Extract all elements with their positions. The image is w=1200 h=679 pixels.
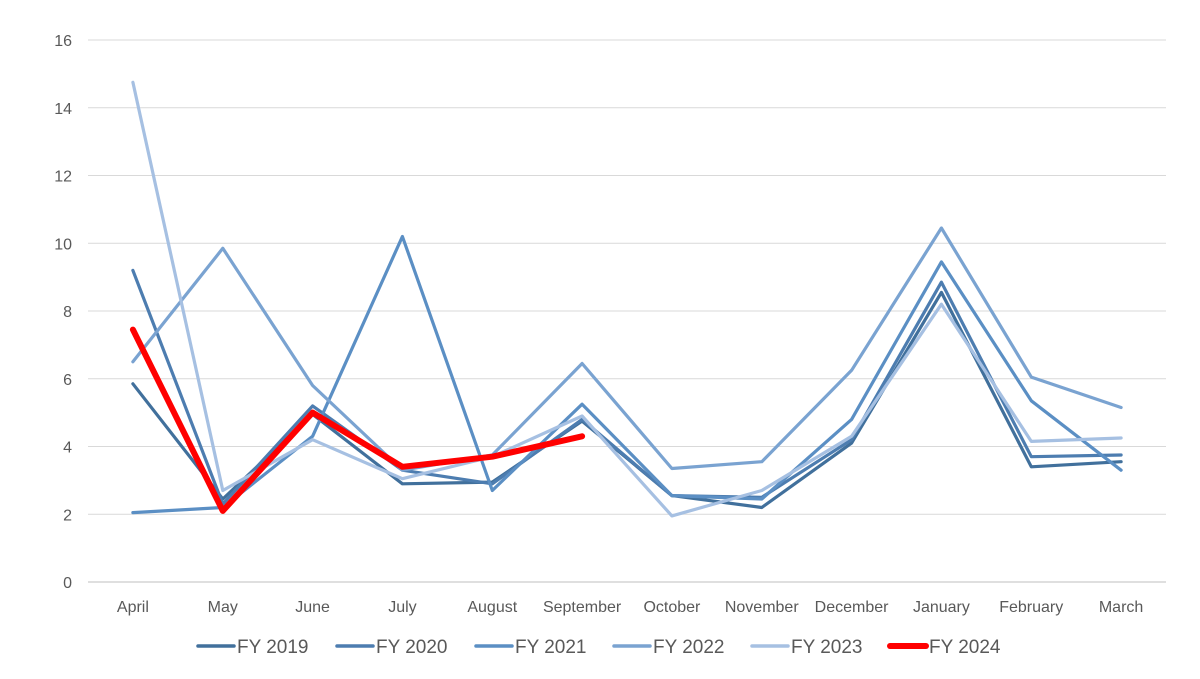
x-tick-label: June [295,599,330,616]
y-tick-label: 6 [63,372,72,389]
y-tick-label: 4 [63,440,72,457]
x-tick-label: March [1099,599,1143,616]
legend-label: FY 2021 [515,637,586,658]
y-tick-label: 10 [54,236,72,253]
legend-label: FY 2023 [791,637,862,658]
x-tick-label: December [815,599,889,616]
gridlines [88,39,1166,583]
x-tick-label: January [913,599,970,616]
series-lines [129,80,1123,518]
x-tick-label: October [643,599,701,616]
series-line-fy-2023 [131,80,1123,518]
x-tick-label: July [388,599,416,616]
y-tick-label: 8 [63,304,72,321]
legend-label: FY 2020 [376,637,447,658]
y-axis-ticks: 0 2 4 6 8 10 12 14 16 [54,33,72,592]
legend-label: FY 2024 [929,637,1001,658]
series-line-fy-2024 [129,326,586,514]
x-tick-label: September [543,599,622,616]
legend: FY 2019 FY 2020 FY 2021 FY 2022 FY 2023 FY 20… [196,637,1001,658]
y-tick-label: 16 [54,33,72,50]
x-tick-label: August [467,599,517,616]
legend-label: FY 2019 [237,637,308,658]
x-tick-label: May [208,599,238,616]
y-tick-label: 0 [63,575,72,592]
series-line-fy-2022 [131,226,1123,472]
y-tick-label: 12 [54,169,72,186]
y-tick-label: 14 [54,101,72,118]
series-line-fy-2020 [131,268,1123,506]
x-tick-label: February [999,599,1063,616]
x-axis-ticks: April May June July August September October No… [117,599,1143,616]
y-tick-label: 2 [63,507,72,524]
series-line-fy-2019 [131,290,1123,510]
x-tick-label: November [725,599,799,616]
legend-label: FY 2022 [653,637,724,658]
x-tick-label: April [117,599,149,616]
